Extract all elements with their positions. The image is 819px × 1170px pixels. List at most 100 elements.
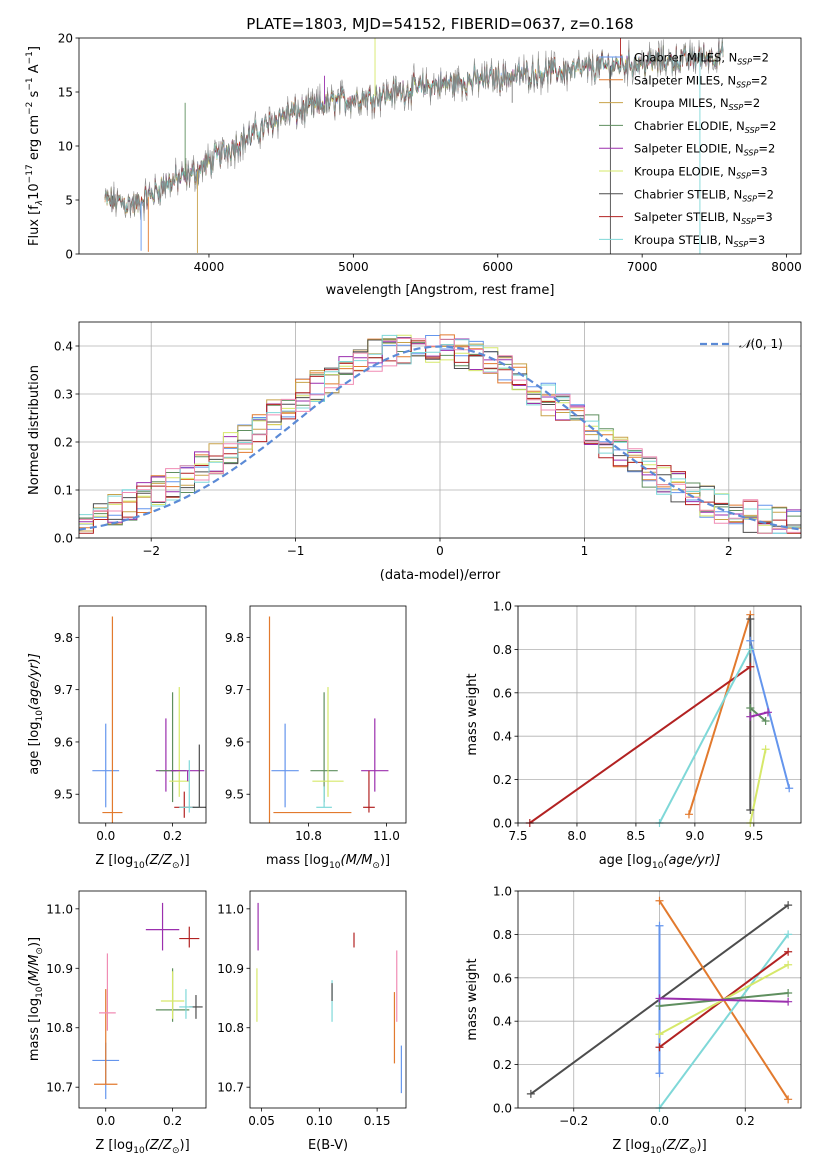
- legend-eq: =3: [756, 210, 773, 224]
- histogram-series: [79, 338, 801, 534]
- weight-marker: [746, 636, 755, 645]
- legend-sub: SSP: [736, 80, 751, 89]
- x-axis-label: wavelength [Angstrom, rest frame]: [326, 283, 555, 298]
- legend-eq: =2: [758, 142, 775, 156]
- y-tick-label: 9.8: [54, 631, 73, 645]
- y-tick-label: 0.2: [493, 773, 512, 787]
- y-tick-label: 0.1: [54, 484, 73, 498]
- label-main: Z [log: [95, 1138, 133, 1153]
- label-main: Z [log: [95, 853, 133, 868]
- x-axis-label: (data-model)/error: [380, 568, 501, 583]
- legend-entry: Kroupa STELIB, NSSP=3: [634, 233, 765, 249]
- weight-marker: [655, 994, 664, 1003]
- legend-sub: SSP: [745, 126, 760, 135]
- weight-marker: [784, 960, 793, 969]
- y-axis-label: mass weight: [465, 673, 480, 755]
- x-tick-label: 11.0: [373, 829, 400, 843]
- y-axis-label: mass [log10(M/M⊙)]: [27, 937, 45, 1061]
- y-tick-label: 15: [58, 86, 73, 100]
- plot-area: [79, 334, 801, 534]
- x-tick-label: 0.05: [248, 1114, 275, 1128]
- axes-frame: [78, 890, 207, 1109]
- y-tick-label: 1.0: [493, 600, 512, 614]
- data-point: [160, 971, 185, 1019]
- x-tick-label: −2: [142, 544, 160, 558]
- label-close: )]: [27, 937, 42, 947]
- weight-marker: [746, 662, 755, 671]
- y-tick-label: 0: [65, 248, 73, 262]
- legend-text: Salpeter MILES, N: [634, 73, 736, 87]
- ylabel-part: λ: [35, 200, 45, 206]
- y-tick-label: 10: [58, 140, 73, 154]
- label-sub: 10: [329, 861, 341, 871]
- label-sub: 10: [133, 1146, 145, 1156]
- x-tick-label: 0.0: [96, 829, 115, 843]
- x-tick-label: 8.0: [567, 829, 586, 843]
- label-close: )]: [180, 1138, 190, 1153]
- y-tick-label: 1.0: [493, 885, 512, 899]
- y-tick-label: 0.2: [54, 436, 73, 450]
- y-tick-label: 9.5: [225, 788, 244, 802]
- ylabel-part: ]: [27, 46, 42, 51]
- label-tail: (Z/Z: [145, 1138, 173, 1153]
- data-point: [192, 744, 206, 808]
- legend-text: Chabrier STELIB, N: [634, 187, 742, 201]
- label-close: )]: [380, 853, 390, 868]
- panel-spectrum: 4000 5000 6000 7000 8000 0 5 10 15 20 wavelength […: [25, 32, 802, 299]
- weight-series: [659, 997, 789, 1003]
- legend-sub: SSP: [742, 194, 757, 203]
- y-tick-label: 0.4: [493, 1015, 512, 1029]
- y-tick-label: 10.8: [46, 1021, 73, 1035]
- legend-text: Chabrier ELODIE, N: [634, 119, 745, 133]
- weight-marker: [746, 805, 755, 814]
- y-tick-label: 20: [58, 32, 73, 46]
- x-tick-label: −0.2: [559, 1114, 588, 1128]
- legend-eq: =2: [760, 119, 777, 133]
- weight-marker: [763, 708, 772, 717]
- y-axis-label: age [log10(age/yr)]: [27, 653, 45, 775]
- label-sun: ⊙: [372, 861, 380, 871]
- x-tick-label: 5000: [338, 260, 369, 274]
- data-point: [310, 692, 338, 803]
- label-sub: 10: [652, 861, 664, 871]
- weight-series: [750, 711, 769, 718]
- y-tick-label: 0.4: [54, 340, 73, 354]
- label-tail: (M/M: [341, 853, 373, 868]
- axes-frame: [249, 890, 407, 1109]
- label-main: age [log: [27, 722, 42, 775]
- x-tick-label: 7.5: [508, 829, 527, 843]
- y-tick-label: 0.0: [493, 817, 512, 831]
- legend-script: 𝒩: [739, 337, 754, 351]
- x-tick-label: 9.5: [744, 829, 763, 843]
- legend-entry: Chabrier MILES, NSSP=2: [634, 51, 769, 67]
- legend-entry: Chabrier STELIB, NSSP=2: [634, 187, 774, 203]
- plot-area: [256, 902, 402, 1094]
- label-main: Z [log: [612, 1138, 650, 1153]
- weight-series: [658, 933, 789, 1108]
- data-point: [159, 692, 186, 803]
- weight-series: [688, 614, 752, 815]
- legend-sub: SSP: [741, 217, 756, 226]
- weight-marker: [684, 810, 693, 819]
- data-point: [363, 770, 375, 813]
- data-point: [179, 989, 193, 1019]
- x-tick-label: 2: [725, 544, 733, 558]
- legend-eq: =3: [751, 165, 768, 179]
- weight-marker: [655, 1043, 664, 1052]
- plot-area: [268, 616, 389, 823]
- y-tick-label: 5: [65, 194, 73, 208]
- x-tick-label: 9.0: [685, 829, 704, 843]
- y-tick-label: 9.5: [54, 788, 73, 802]
- y-axis-label: mass weight: [465, 958, 480, 1040]
- y-tick-label: 9.7: [225, 683, 244, 697]
- legend-text: Kroupa MILES, N: [634, 96, 729, 110]
- data-point: [312, 687, 344, 797]
- label-sub: 10: [650, 1146, 662, 1156]
- panel-mass-vs-Z: 0.0 0.210.710.810.911.0Z [log10(Z/Z⊙)]mas…: [27, 890, 207, 1156]
- x-tick-label: 7000: [627, 260, 658, 274]
- x-tick-label: 8000: [771, 260, 802, 274]
- x-tick-label: 0.2: [163, 829, 182, 843]
- weight-marker: [784, 1095, 793, 1104]
- x-tick-label: 1: [581, 544, 589, 558]
- legend-entry: Salpeter STELIB, NSSP=3: [634, 210, 773, 226]
